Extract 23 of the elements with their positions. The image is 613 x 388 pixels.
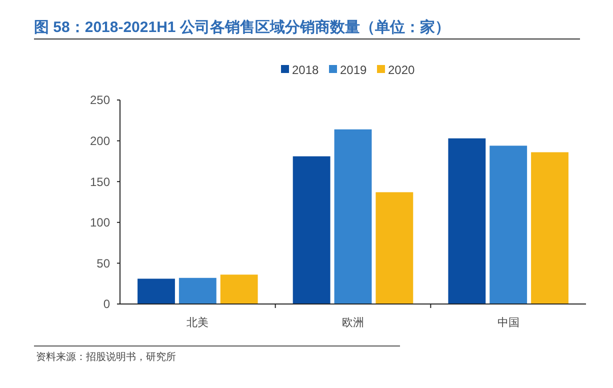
bar xyxy=(334,129,372,304)
x-tick-label: 北美 xyxy=(186,316,209,329)
y-tick-label: 0 xyxy=(103,297,110,312)
x-tick-label: 欧洲 xyxy=(342,316,364,329)
chart-title: 图 58：2018-2021H1 公司各销售区域分销商数量（单位：家） xyxy=(34,18,450,36)
legend-label: 2019 xyxy=(340,63,368,78)
bar xyxy=(220,274,258,304)
legend-label: 2018 xyxy=(292,63,320,78)
bar xyxy=(490,146,528,304)
y-tick-label: 250 xyxy=(90,93,110,108)
bar xyxy=(531,152,568,304)
y-tick-label: 50 xyxy=(96,256,110,270)
text: 资料来源：招股说明书，研究所 xyxy=(36,351,176,363)
x-tick-label: 中国 xyxy=(497,316,520,329)
bar xyxy=(448,138,486,304)
y-tick-label: 150 xyxy=(90,174,110,189)
legend-label: 2020 xyxy=(388,63,416,78)
y-tick-label: 200 xyxy=(90,134,110,148)
bar xyxy=(138,278,175,304)
bar xyxy=(178,278,216,304)
y-tick-label: 100 xyxy=(90,216,110,230)
bar xyxy=(376,192,414,304)
bar xyxy=(292,156,330,304)
